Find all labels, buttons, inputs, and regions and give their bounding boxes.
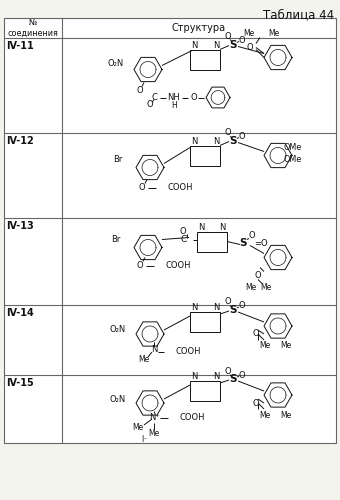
Text: O: O — [225, 366, 231, 376]
Text: O₂N: O₂N — [110, 326, 126, 334]
Text: NH: NH — [168, 93, 181, 102]
Text: S: S — [229, 40, 237, 50]
Text: N: N — [212, 136, 219, 145]
Text: O₂N: O₂N — [110, 394, 126, 404]
Text: N: N — [191, 372, 198, 381]
Text: Me: Me — [280, 342, 291, 350]
Bar — [197, 232, 227, 252]
Text: COOH: COOH — [168, 183, 193, 192]
Text: O: O — [191, 93, 197, 102]
Text: O: O — [255, 271, 261, 280]
Bar — [4, 18, 336, 443]
Text: Me: Me — [260, 283, 272, 292]
Text: O: O — [225, 298, 231, 306]
Text: O: O — [239, 370, 245, 380]
Text: O: O — [249, 231, 255, 240]
Text: N: N — [212, 372, 219, 381]
Text: COOH: COOH — [180, 414, 205, 422]
Text: S: S — [239, 238, 247, 248]
Text: N: N — [191, 40, 198, 50]
Text: O: O — [253, 330, 259, 338]
Text: OMe: OMe — [284, 155, 302, 164]
Text: O: O — [137, 86, 143, 95]
Text: №
соединения: № соединения — [7, 18, 58, 38]
Text: Br: Br — [113, 155, 123, 164]
Text: Me: Me — [268, 29, 279, 38]
Text: O: O — [139, 183, 145, 192]
Text: O: O — [239, 36, 245, 45]
Bar — [190, 146, 220, 166]
Text: Me: Me — [243, 29, 254, 38]
Text: N: N — [191, 136, 198, 145]
Text: N⁺: N⁺ — [150, 412, 160, 422]
Text: N: N — [198, 222, 204, 232]
Text: Me: Me — [280, 410, 291, 420]
Text: O: O — [247, 43, 253, 52]
Bar — [190, 50, 220, 70]
Text: O: O — [137, 261, 143, 270]
Text: =O: =O — [254, 239, 268, 248]
Text: S: S — [229, 374, 237, 384]
Text: N: N — [220, 222, 226, 232]
Text: COOH: COOH — [166, 261, 191, 270]
Text: Me: Me — [132, 422, 143, 432]
Bar — [190, 381, 220, 401]
Text: Me: Me — [148, 428, 159, 438]
Text: Me: Me — [138, 356, 150, 364]
Text: N: N — [212, 303, 219, 312]
Text: Me: Me — [245, 283, 256, 292]
Text: O: O — [253, 398, 259, 407]
Text: O: O — [180, 227, 186, 236]
Text: IV-12: IV-12 — [6, 136, 34, 146]
Text: C: C — [181, 235, 187, 244]
Text: I⁻: I⁻ — [141, 434, 147, 444]
Text: N: N — [191, 303, 198, 312]
Text: IV-14: IV-14 — [6, 308, 34, 318]
Text: Me: Me — [259, 410, 270, 420]
Text: S: S — [229, 136, 237, 145]
Text: O: O — [239, 132, 245, 141]
Text: Таблица 44: Таблица 44 — [263, 8, 334, 21]
Text: Br: Br — [111, 235, 121, 244]
Text: O₂N: O₂N — [108, 59, 124, 68]
Text: OMe: OMe — [284, 143, 302, 152]
Text: Me: Me — [259, 342, 270, 350]
Text: N: N — [151, 346, 157, 354]
Text: O: O — [225, 32, 231, 41]
Text: H: H — [171, 101, 177, 110]
Text: IV-15: IV-15 — [6, 378, 34, 388]
Text: C: C — [151, 93, 157, 102]
Text: S: S — [229, 305, 237, 315]
Text: IV-11: IV-11 — [6, 41, 34, 51]
Text: O: O — [147, 100, 153, 109]
Text: O: O — [225, 128, 231, 137]
Text: COOH: COOH — [176, 348, 202, 356]
Text: O: O — [239, 302, 245, 310]
Bar — [190, 312, 220, 332]
Text: N: N — [212, 40, 219, 50]
Text: IV-13: IV-13 — [6, 221, 34, 231]
Text: Структура: Структура — [172, 23, 226, 33]
